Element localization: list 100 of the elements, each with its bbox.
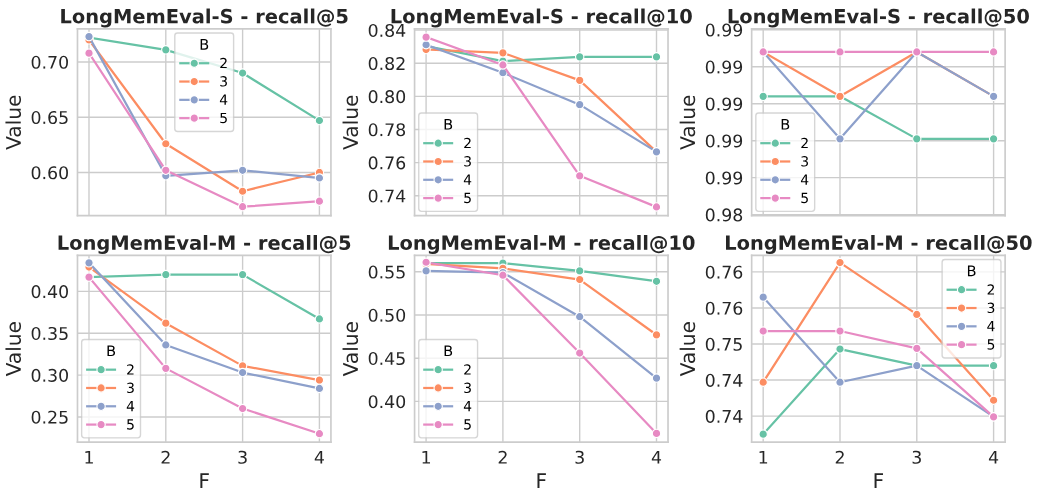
- y-axis-title: Value: [679, 322, 696, 377]
- legend-label: 3: [220, 76, 227, 87]
- point: [161, 363, 171, 374]
- y-tick-label: 0.70: [31, 55, 68, 69]
- point: [758, 429, 768, 439]
- y-tick-label: 0.82: [368, 56, 405, 71]
- legend-label: 2: [987, 284, 995, 295]
- x-tick-label: 3: [238, 450, 247, 464]
- point: [574, 75, 585, 86]
- y-tick-label: 0.76: [705, 301, 743, 315]
- point: [161, 318, 171, 328]
- legend-label: 5: [801, 192, 808, 204]
- y-tick-label: 0.65: [31, 110, 68, 125]
- x-axis-title: F: [200, 473, 209, 489]
- point: [84, 48, 94, 58]
- legend-label: 5: [987, 339, 995, 350]
- point: [758, 91, 768, 102]
- legend-label: 4: [463, 401, 472, 412]
- y-tick-label: 0.74: [368, 189, 406, 203]
- y-tick-label: 0.40: [368, 395, 406, 409]
- point: [758, 292, 768, 302]
- point: [912, 309, 922, 320]
- point: [314, 173, 325, 183]
- y-tick-label: 0.78: [368, 123, 406, 137]
- point: [161, 340, 171, 350]
- legend-label: 3: [464, 156, 471, 167]
- chart-title: LongMemEval-M - recall@50: [726, 235, 1032, 254]
- point: [835, 134, 845, 144]
- point: [314, 115, 325, 126]
- legend-label: 5: [464, 192, 471, 204]
- legend-title: B: [107, 345, 116, 357]
- y-tick-label: 0.30: [31, 368, 68, 382]
- point: [237, 367, 248, 378]
- point: [835, 326, 845, 336]
- y-axis-title: Value: [5, 322, 22, 377]
- point: [161, 139, 171, 149]
- legend-label: 2: [464, 137, 471, 149]
- y-tick-label: 0.40: [31, 285, 68, 299]
- legend-label: 2: [464, 364, 471, 375]
- y-tick-label: 0.76: [705, 265, 743, 279]
- point: [835, 47, 845, 57]
- y-tick-label: 0.99: [705, 97, 743, 111]
- chart-title: LongMemEval-M - recall@10: [388, 235, 695, 254]
- point: [498, 48, 508, 58]
- point: [835, 377, 845, 387]
- point: [758, 326, 768, 336]
- point: [237, 269, 248, 280]
- point: [758, 377, 768, 387]
- y-tick-label: 0.99: [705, 134, 743, 148]
- x-tick-label: 4: [988, 450, 999, 464]
- y-tick-label: 0.98: [705, 208, 743, 222]
- legend-label: 5: [220, 112, 227, 124]
- x-tick-label: 4: [314, 450, 324, 464]
- legend-label: 3: [127, 382, 134, 394]
- legend-title: B: [200, 39, 209, 50]
- point: [835, 344, 845, 354]
- point: [498, 60, 508, 70]
- legend-title: B: [444, 118, 453, 130]
- point: [237, 68, 248, 78]
- point: [237, 403, 248, 414]
- y-tick-label: 0.74: [705, 373, 743, 387]
- y-tick-label: 0.45: [368, 351, 405, 366]
- x-tick-label: 2: [835, 450, 844, 464]
- x-axis-title: F: [874, 473, 884, 489]
- x-tick-label: 1: [759, 450, 768, 464]
- legend-label: 4: [800, 174, 809, 185]
- x-tick-label: 1: [422, 450, 431, 464]
- y-tick-label: 0.80: [368, 90, 406, 104]
- point: [237, 202, 248, 212]
- legend-label: 2: [127, 364, 134, 375]
- chart-title: LongMemEval-M - recall@5: [58, 235, 351, 254]
- point: [912, 134, 922, 144]
- point: [314, 375, 325, 385]
- y-tick-label: 0.75: [705, 337, 742, 351]
- point: [988, 47, 999, 57]
- y-tick-label: 0.99: [705, 171, 743, 185]
- x-tick-label: 3: [912, 450, 921, 464]
- x-tick-label: 4: [651, 450, 662, 464]
- point: [161, 269, 171, 280]
- x-axis-title: F: [537, 473, 546, 489]
- legend-label: 4: [987, 321, 995, 332]
- y-axis-title: Value: [342, 322, 359, 377]
- point: [988, 360, 999, 371]
- y-axis-title: Value: [679, 95, 696, 150]
- point: [574, 348, 585, 358]
- point: [161, 45, 171, 55]
- legend-label: 2: [801, 137, 808, 149]
- y-tick-label: 0.99: [705, 60, 743, 74]
- point: [574, 311, 585, 322]
- legend-label: 2: [220, 57, 227, 69]
- point: [988, 395, 999, 405]
- legend-label: 4: [463, 174, 472, 185]
- point: [912, 343, 922, 354]
- legend-label: 3: [464, 382, 471, 394]
- y-tick-label: 0.74: [705, 409, 743, 423]
- chart-title: LongMemEval-S - recall@5: [61, 8, 348, 28]
- point: [237, 186, 248, 196]
- point: [574, 274, 585, 285]
- point: [574, 266, 585, 276]
- x-tick-label: 2: [161, 450, 170, 464]
